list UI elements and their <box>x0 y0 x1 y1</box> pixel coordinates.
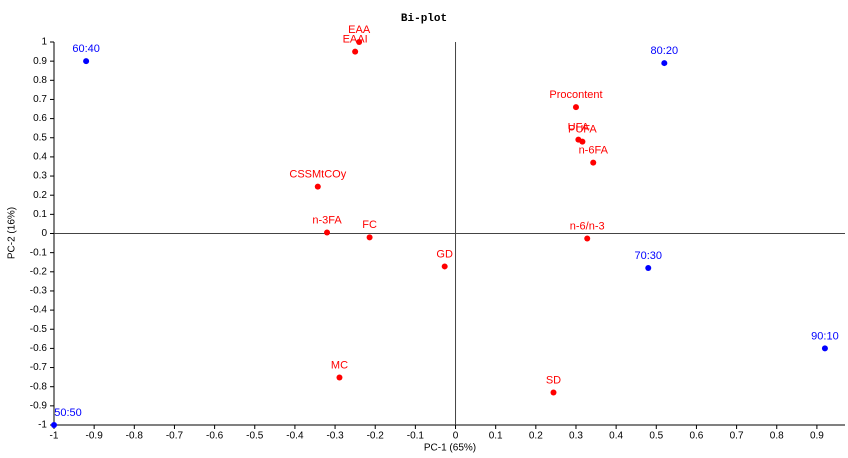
x-tick-label: 0.4 <box>609 431 623 442</box>
x-tick-label: 0.2 <box>529 431 543 442</box>
point-label: PUFA <box>568 123 597 135</box>
x-tick-label: 0 <box>453 431 459 442</box>
point-label: CSSMtCOy <box>289 168 346 180</box>
point-label: 70:30 <box>634 250 662 262</box>
point-label: FC <box>362 219 377 231</box>
point-label: n-3FA <box>312 214 342 226</box>
x-tick-label: -0.4 <box>286 431 304 442</box>
chart-title: Bi-plot <box>401 13 447 25</box>
y-tick-label: -0.3 <box>30 286 48 297</box>
y-tick-label: 0.5 <box>33 132 47 143</box>
y-tick-label: 0.9 <box>33 56 47 67</box>
point <box>441 263 448 270</box>
y-tick-label: -0.4 <box>30 305 48 316</box>
y-tick-label: 0.7 <box>33 94 47 105</box>
x-tick-label: 0.5 <box>649 431 663 442</box>
x-tick-label: -0.9 <box>86 431 104 442</box>
y-tick-label: 0.6 <box>33 113 47 124</box>
y-tick-label: -0.6 <box>30 343 48 354</box>
point-label: EAAI <box>343 33 368 45</box>
y-tick-label: -0.8 <box>30 381 48 392</box>
x-tick-label: -0.5 <box>246 431 264 442</box>
x-tick-label: -0.8 <box>126 431 144 442</box>
y-axis-label: PC-2 (16%) <box>7 207 18 259</box>
y-tick-label: -0.1 <box>30 247 48 258</box>
point <box>366 234 373 241</box>
point-label: MC <box>331 359 348 371</box>
point-label: UFA <box>568 122 590 134</box>
x-tick-label: -0.2 <box>367 431 385 442</box>
point <box>336 374 343 381</box>
y-tick-label: 0 <box>41 228 47 239</box>
point <box>51 422 57 428</box>
point-label: SD <box>546 374 561 386</box>
x-tick-label: -0.6 <box>206 431 224 442</box>
y-tick-label: 0.2 <box>33 190 47 201</box>
point <box>572 104 579 111</box>
point-label: 50:50 <box>54 407 82 419</box>
y-tick-label: 0.1 <box>33 209 47 220</box>
point <box>584 235 591 242</box>
y-tick-label: 1 <box>41 37 47 48</box>
x-tick-label: -0.7 <box>166 431 184 442</box>
x-tick-label: 0.9 <box>810 431 824 442</box>
y-tick-label: 0.4 <box>33 152 47 163</box>
y-tick-label: -0.9 <box>30 400 48 411</box>
point-label: n-6FA <box>579 145 609 157</box>
x-tick-label: -0.3 <box>326 431 344 442</box>
point <box>645 264 652 271</box>
point <box>550 389 557 396</box>
point-label: 90:10 <box>811 330 839 342</box>
x-tick-label: -1 <box>50 431 59 442</box>
x-tick-label: 0.6 <box>689 431 703 442</box>
x-tick-label: -0.1 <box>407 431 425 442</box>
x-tick-label: 0.7 <box>730 431 744 442</box>
x-tick-label: 0.8 <box>770 431 784 442</box>
point-label: n-6/n-3 <box>570 220 605 232</box>
y-tick-label: -0.2 <box>30 266 48 277</box>
x-tick-label: 0.1 <box>489 431 503 442</box>
x-tick-label: 0.3 <box>569 431 583 442</box>
point <box>821 345 828 352</box>
point-label: EAA <box>348 24 371 36</box>
point <box>661 60 668 67</box>
point-label: GD <box>436 248 453 260</box>
point <box>324 229 331 236</box>
y-tick-label: -1 <box>38 420 47 431</box>
x-axis-label: PC-1 (65%) <box>424 443 476 454</box>
point <box>352 48 359 55</box>
point <box>83 58 90 65</box>
point <box>579 138 586 145</box>
point-label: 60:40 <box>72 43 100 55</box>
point-label: 80:20 <box>651 45 679 57</box>
y-tick-label: -0.5 <box>30 324 48 335</box>
point <box>356 39 363 45</box>
point-label: Procontent <box>549 89 602 101</box>
y-tick-label: 0.3 <box>33 171 47 182</box>
y-tick-label: 0.8 <box>33 75 47 86</box>
y-tick-label: -0.7 <box>30 362 48 373</box>
point <box>314 183 321 190</box>
point <box>590 159 597 166</box>
